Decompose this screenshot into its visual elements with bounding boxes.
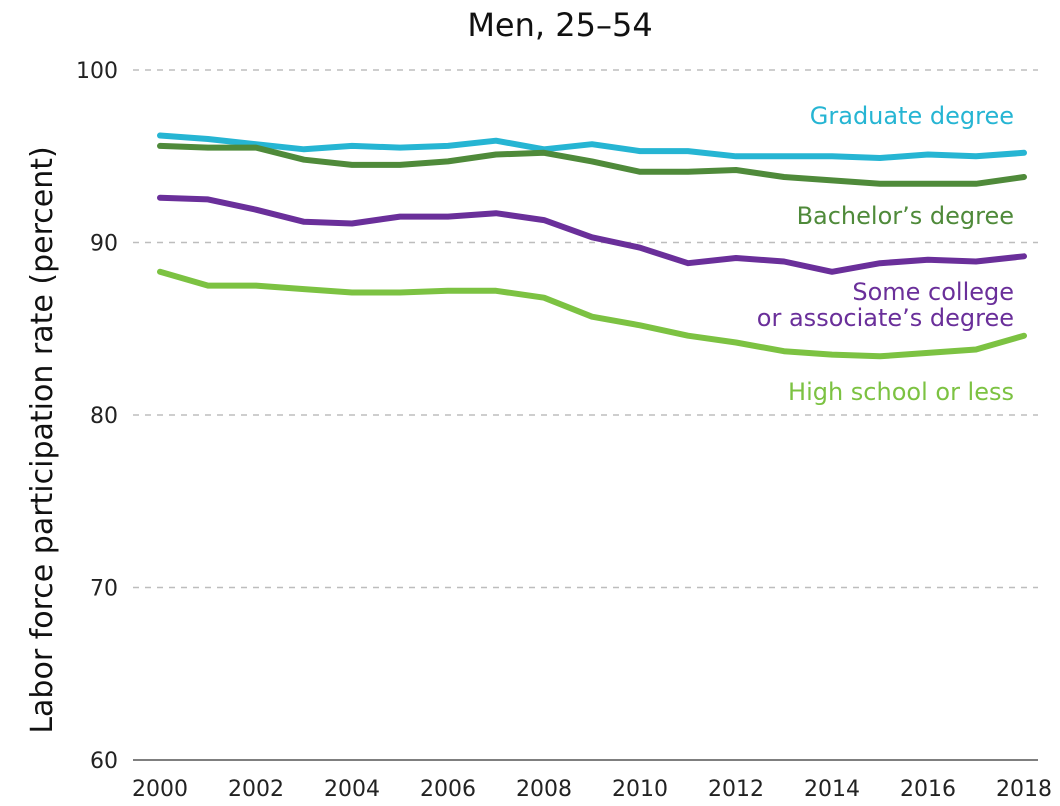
series-labels: Graduate degree Bachelor’s degree Some col…: [757, 102, 1014, 406]
y-axis-label: Labor force participation rate (percent): [25, 146, 60, 733]
y-tick-label: 70: [90, 577, 118, 602]
x-tick-labels: 2000 2002 2004 2006 2008 2010 2012 2014 2016 2018: [132, 777, 1052, 802]
series-label: Graduate degree: [810, 102, 1014, 130]
series-label: Bachelor’s degree: [797, 202, 1014, 230]
x-tick-label: 2016: [900, 777, 956, 802]
x-tick-label: 2006: [420, 777, 476, 802]
y-tick-label: 100: [76, 59, 118, 84]
y-tick-label: 60: [90, 749, 118, 774]
x-tick-label: 2014: [804, 777, 860, 802]
series-line: [157, 142, 1027, 187]
x-tick-label: 2002: [228, 777, 284, 802]
x-tick-label: 2010: [612, 777, 668, 802]
x-tick-label: 2008: [516, 777, 572, 802]
series-lines: [157, 132, 1027, 360]
series-label: Some college: [852, 278, 1014, 306]
series-line: [157, 268, 1027, 360]
y-tick-label: 90: [90, 232, 118, 257]
x-tick-label: 2018: [996, 777, 1052, 802]
series-label: High school or less: [788, 378, 1014, 406]
series-line: [157, 132, 1027, 161]
x-tick-label: 2000: [132, 777, 188, 802]
y-tick-label: 80: [90, 404, 118, 429]
x-tick-label: 2004: [324, 777, 380, 802]
series-line: [157, 194, 1027, 275]
series-label: or associate’s degree: [757, 304, 1014, 332]
y-tick-labels: 60 70 80 90 100: [76, 59, 118, 774]
x-tick-label: 2012: [708, 777, 764, 802]
chart-title: Men, 25–54: [467, 6, 653, 44]
